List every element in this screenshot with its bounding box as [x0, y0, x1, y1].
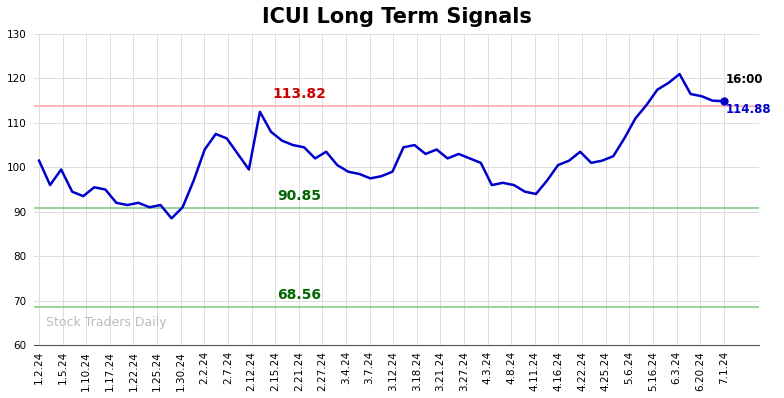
Text: 113.82: 113.82	[272, 88, 326, 101]
Text: Stock Traders Daily: Stock Traders Daily	[46, 316, 167, 330]
Text: 16:00: 16:00	[726, 73, 764, 86]
Point	[717, 98, 730, 104]
Text: 114.88: 114.88	[726, 103, 771, 115]
Text: 68.56: 68.56	[278, 289, 321, 302]
Text: 90.85: 90.85	[278, 189, 321, 203]
Title: ICUI Long Term Signals: ICUI Long Term Signals	[262, 7, 532, 27]
